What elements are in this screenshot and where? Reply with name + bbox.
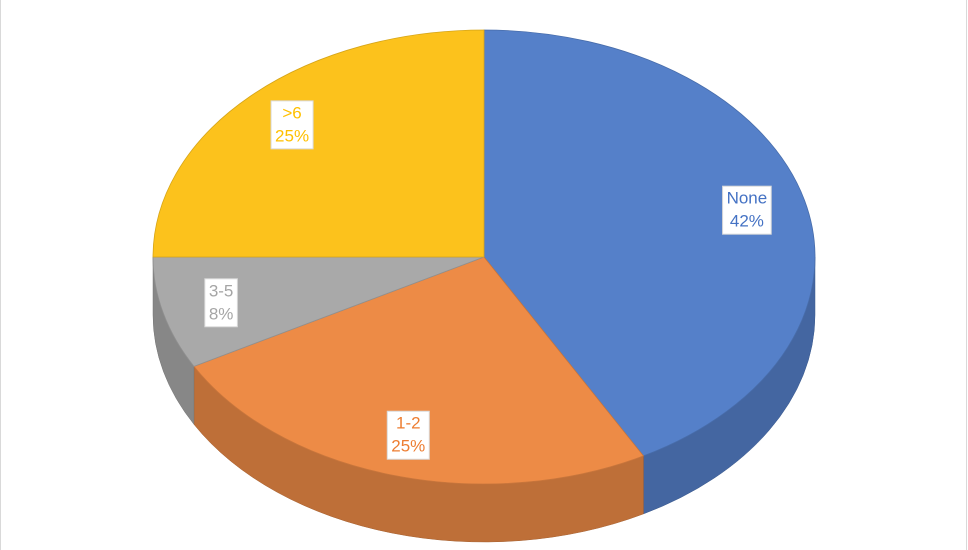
category-label: 3-5 bbox=[209, 282, 234, 301]
data-label: None 42% bbox=[727, 189, 768, 231]
data-labels: None 42%1-2 25%3-5 8%>6 25% bbox=[204, 100, 772, 460]
category-label: 1-2 bbox=[396, 414, 421, 433]
value-label: 25% bbox=[391, 437, 425, 456]
value-label: 42% bbox=[730, 212, 764, 231]
data-label-box bbox=[722, 185, 772, 235]
slice bbox=[193, 256, 645, 485]
data-label-box bbox=[204, 278, 238, 328]
category-label: >6 bbox=[282, 104, 301, 123]
data-label: >6 25% bbox=[275, 104, 309, 146]
data-label: 3-5 8% bbox=[209, 282, 234, 324]
value-label: 25% bbox=[275, 127, 309, 146]
slice bbox=[152, 29, 485, 258]
data-label-box bbox=[270, 100, 314, 150]
pie-tops bbox=[152, 29, 816, 485]
value-label: 8% bbox=[209, 305, 234, 324]
data-label-box bbox=[386, 410, 430, 460]
slice bbox=[483, 29, 816, 457]
data-label: 1-2 25% bbox=[391, 414, 425, 456]
category-label: None bbox=[727, 189, 768, 208]
